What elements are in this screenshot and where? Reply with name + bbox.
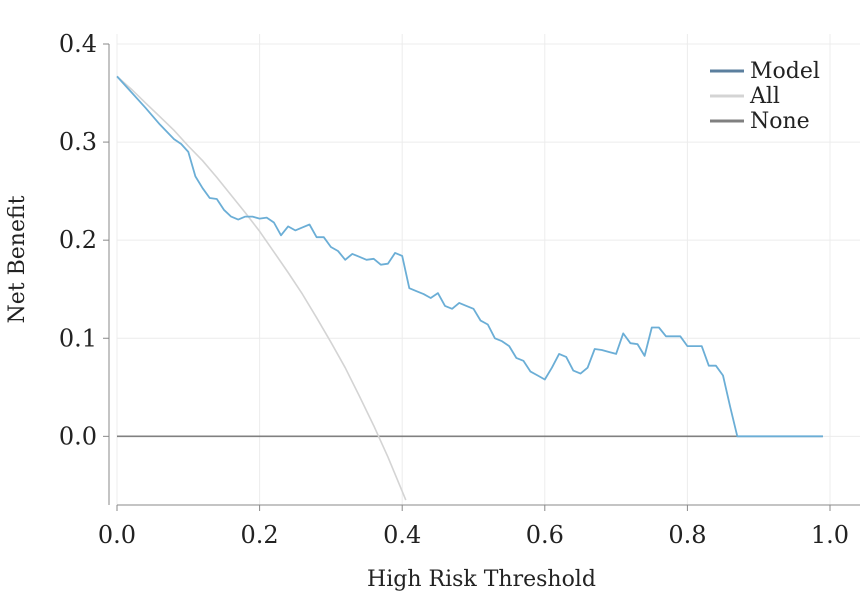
- legend-label-model: Model: [750, 59, 820, 84]
- y-tick-label: 0.1: [59, 324, 97, 352]
- legend-label-all: All: [749, 84, 780, 109]
- x-axis-ticks: 0.0 0.2 0.4 0.6 0.8 1.0: [98, 505, 849, 549]
- y-tick-label: 0.4: [59, 30, 97, 58]
- x-tick-label: 0.2: [241, 521, 279, 549]
- y-tick-label: 0.0: [59, 422, 97, 450]
- axes: [108, 44, 860, 506]
- series-lines: [116, 75, 823, 501]
- y-tick-label: 0.2: [59, 226, 97, 254]
- x-tick-label: 0.8: [668, 521, 706, 549]
- x-axis-label: High Risk Threshold: [367, 567, 596, 592]
- x-tick-label: 0.4: [383, 521, 421, 549]
- series-line-all: [116, 75, 407, 501]
- y-tick-label: 0.3: [59, 128, 97, 156]
- grid: [116, 34, 860, 505]
- legend-label-none: None: [750, 109, 810, 134]
- y-axis-label: Net Benefit: [5, 195, 30, 323]
- series-line-model: [116, 75, 823, 438]
- x-tick-label: 1.0: [811, 521, 849, 549]
- x-tick-label: 0.6: [526, 521, 564, 549]
- y-axis-ticks: 0.0 0.1 0.2 0.3 0.4: [59, 30, 109, 450]
- x-tick-label: 0.0: [98, 521, 136, 549]
